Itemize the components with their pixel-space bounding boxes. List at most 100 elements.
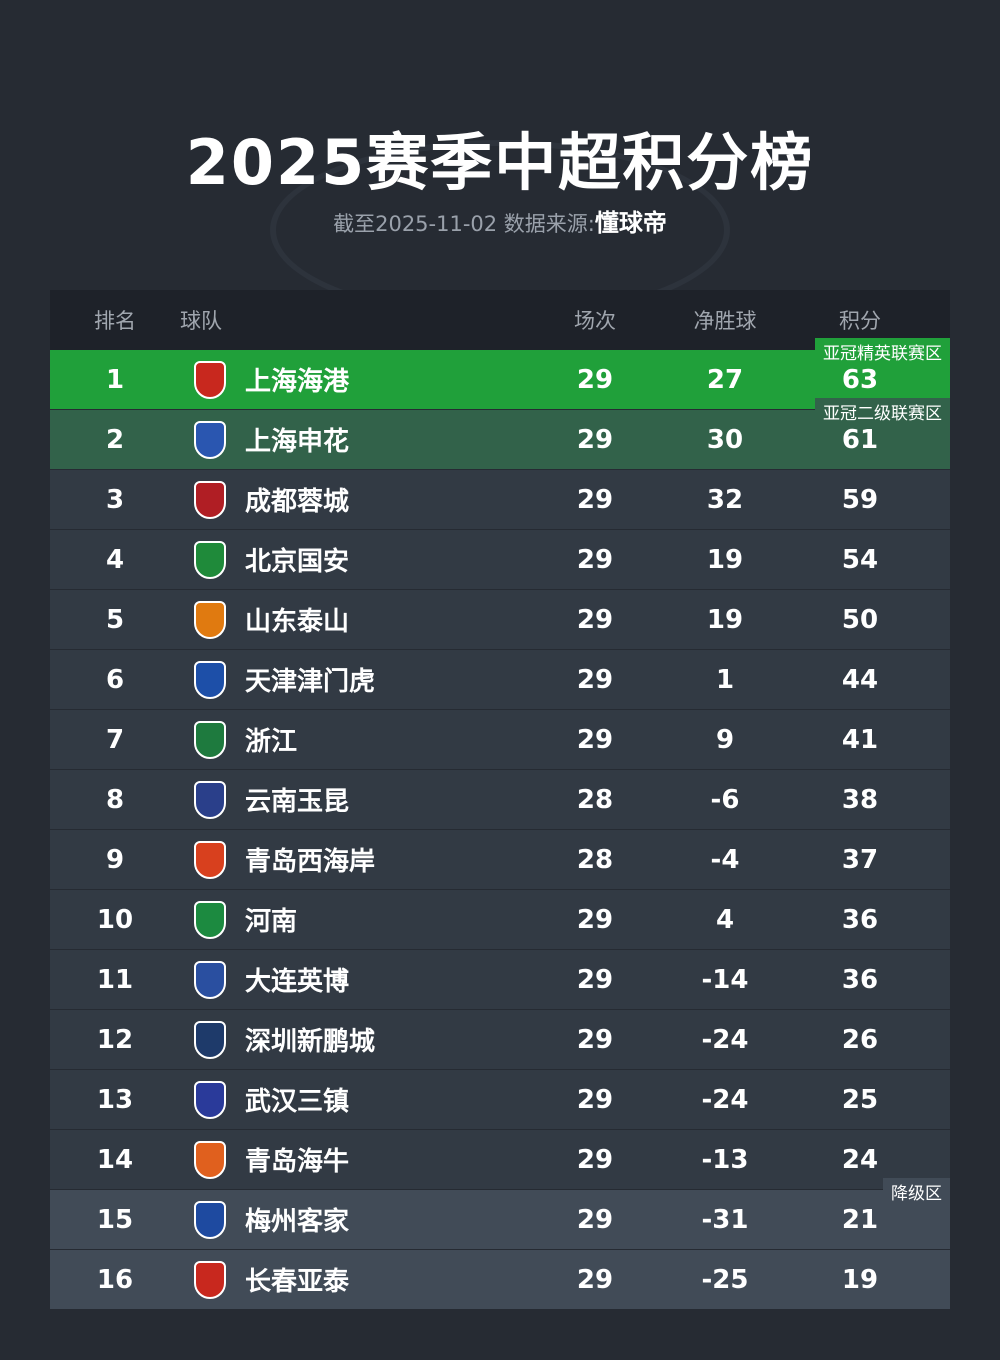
goal-difference: -6 [710,784,740,815]
goal-difference: 1 [715,664,735,695]
played: 29 [576,904,614,935]
table-row: 亚冠二级联赛区 2 上海申花 29 30 61 [50,398,950,470]
date-source-label: 截至2025-11-02 数据来源: [333,212,595,236]
goal-difference: 4 [715,904,735,935]
team-name: 深圳新鹏城 [245,1027,376,1057]
points: 19 [841,1264,879,1295]
team-name: 武汉三镇 [245,1087,350,1117]
played: 29 [576,1024,614,1055]
team-logo-icon [194,600,226,639]
goal-difference: -14 [701,964,749,995]
points: 44 [841,664,879,695]
points: 63 [841,364,879,395]
standings-table: 排名 球队 场次 净胜球 积分 亚冠精英联赛区 1 上海海港 29 27 63 亚冠… [50,290,950,1310]
goal-difference: 9 [715,724,735,755]
team-logo-icon [194,1020,226,1059]
team-logo-icon [194,540,226,579]
table-row: 6 天津津门虎 29 1 44 [50,650,950,710]
played: 29 [576,364,614,395]
team-logo-icon [194,960,226,999]
points: 50 [841,604,879,635]
team-name: 青岛海牛 [245,1147,350,1177]
team-logo-icon [194,360,226,399]
played: 29 [576,484,614,515]
table-header: 排名 球队 场次 净胜球 积分 [50,290,950,350]
table-row: 9 青岛西海岸 28 -4 37 [50,830,950,890]
col-team: 球队 [180,309,222,333]
team-logo-icon [194,900,226,939]
table-row: 5 山东泰山 29 19 50 [50,590,950,650]
col-rank: 排名 [94,309,136,333]
team-name: 梅州客家 [245,1207,350,1237]
table-row: 10 河南 29 4 36 [50,890,950,950]
rank: 9 [105,844,125,875]
table-row: 16 长春亚泰 29 -25 19 [50,1250,950,1310]
points: 36 [841,964,879,995]
team-name: 浙江 [245,727,298,757]
played: 29 [576,604,614,635]
team-logo-icon [194,660,226,699]
table-row: 13 武汉三镇 29 -24 25 [50,1070,950,1130]
team-logo-icon [194,780,226,819]
table-row: 3 成都蓉城 29 32 59 [50,470,950,530]
played: 29 [576,664,614,695]
played: 29 [576,724,614,755]
team-name: 成都蓉城 [245,487,350,517]
played: 29 [576,1084,614,1115]
played: 29 [576,1144,614,1175]
team-name: 河南 [245,907,298,937]
table-row: 4 北京国安 29 19 54 [50,530,950,590]
table-row: 11 大连英博 29 -14 36 [50,950,950,1010]
table-row: 14 青岛海牛 29 -13 24 [50,1130,950,1190]
points: 54 [841,544,879,575]
team-name: 长春亚泰 [245,1267,350,1297]
table-row: 7 浙江 29 9 41 [50,710,950,770]
rank: 4 [105,544,125,575]
team-logo-icon [194,1080,226,1119]
rank: 6 [105,664,125,695]
points: 24 [841,1144,879,1175]
rank: 11 [96,964,134,995]
rank: 16 [96,1264,134,1295]
points: 41 [841,724,879,755]
goal-difference: -25 [701,1264,749,1295]
played: 29 [576,1204,614,1235]
played: 28 [576,844,614,875]
team-name: 山东泰山 [245,607,350,637]
played: 29 [576,1264,614,1295]
rank: 3 [105,484,125,515]
rank: 10 [96,904,134,935]
played: 29 [576,964,614,995]
source-name: 懂球帝 [594,209,667,237]
rank: 8 [105,784,125,815]
points: 59 [841,484,879,515]
played: 28 [576,784,614,815]
rank: 13 [96,1084,134,1115]
rank: 7 [105,724,125,755]
team-name: 北京国安 [245,547,350,577]
team-logo-icon [194,420,226,459]
table-row: 12 深圳新鹏城 29 -24 26 [50,1010,950,1070]
zone-label-two: 亚冠二级联赛区 [815,398,950,425]
points: 21 [841,1204,879,1235]
col-gd: 净胜球 [693,309,757,333]
goal-difference: 27 [706,364,744,395]
col-points: 积分 [839,309,881,333]
points: 37 [841,844,879,875]
team-logo-icon [194,1260,226,1299]
team-logo-icon [194,840,226,879]
team-logo-icon [194,480,226,519]
rank: 2 [105,424,125,455]
table-row: 8 云南玉昆 28 -6 38 [50,770,950,830]
points: 36 [841,904,879,935]
team-name: 大连英博 [245,967,350,997]
team-name: 天津津门虎 [245,667,376,697]
goal-difference: -24 [701,1084,749,1115]
team-logo-icon [194,1140,226,1179]
col-played: 场次 [574,309,616,333]
subtitle: 截至2025-11-02 数据来源:懂球帝 [0,203,1000,238]
page-title: 2025赛季中超积分榜 [185,126,815,199]
points: 26 [841,1024,879,1055]
team-name: 上海申花 [245,427,350,457]
team-logo-icon [194,720,226,759]
